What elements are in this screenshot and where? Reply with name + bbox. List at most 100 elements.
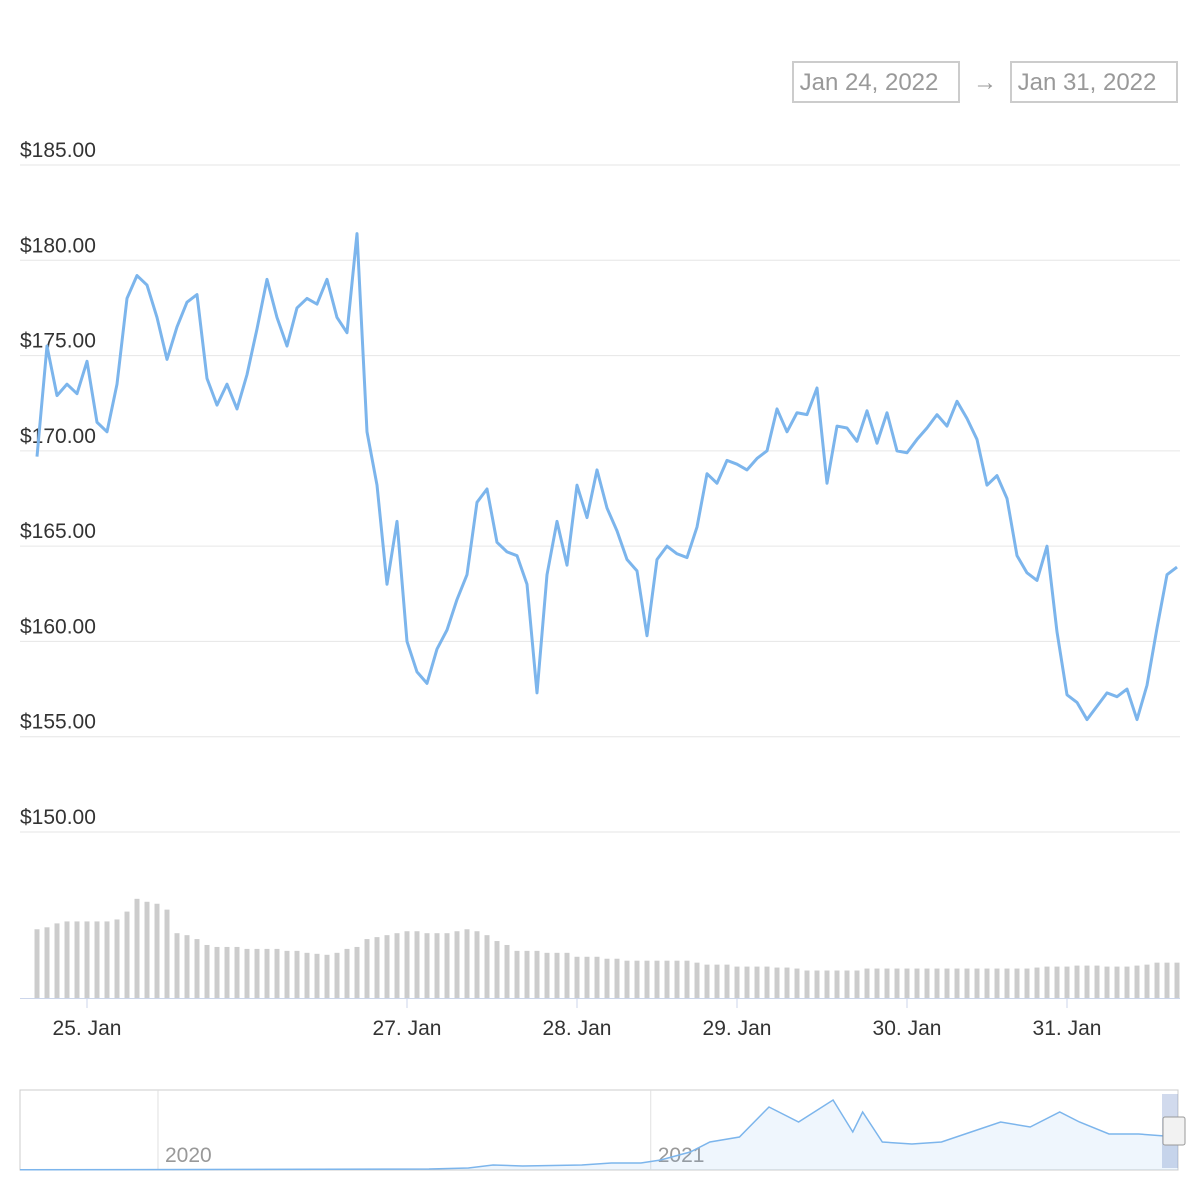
volume-bar <box>204 944 210 998</box>
volume-bar <box>714 964 720 998</box>
volume-bar <box>464 929 470 998</box>
volume-bar <box>234 946 240 998</box>
volume-bar <box>244 948 250 998</box>
volume-bar <box>304 952 310 998</box>
volume-bar <box>734 966 740 998</box>
volume-bar <box>1094 965 1100 998</box>
volume-bar <box>514 950 520 998</box>
volume-bar <box>494 941 500 998</box>
volume-bar <box>974 968 980 998</box>
volume-bar <box>834 970 840 998</box>
y-tick-label: $180.00 <box>20 234 96 257</box>
volume-bar <box>394 933 400 998</box>
volume-bar <box>214 946 220 998</box>
y-tick-label: $150.00 <box>20 806 96 829</box>
volume-bar <box>1174 962 1180 998</box>
volume-bar <box>1034 967 1040 998</box>
volume-bar <box>404 931 410 998</box>
volume-bar <box>644 960 650 998</box>
volume-bar <box>84 921 90 998</box>
volume-bar <box>864 968 870 998</box>
volume-bar <box>794 968 800 998</box>
date-arrow: → <box>973 69 997 96</box>
volume-bar <box>984 968 990 998</box>
volume-bar <box>554 952 560 998</box>
volume-bar <box>784 967 790 998</box>
navigator-area <box>20 1100 1178 1170</box>
volume-bar <box>664 960 670 998</box>
price-line <box>35 232 1178 722</box>
y-tick-label: $160.00 <box>20 615 96 638</box>
volume-bar <box>294 950 300 998</box>
volume-bar <box>914 968 920 998</box>
volume-bar <box>1054 966 1060 998</box>
volume-bar <box>1104 966 1110 998</box>
price-plot <box>35 232 1178 722</box>
volume-bar <box>154 903 160 998</box>
x-tick-label: 29. Jan <box>703 1017 772 1040</box>
volume-bar <box>604 958 610 998</box>
volume-bar <box>194 939 200 998</box>
volume-bar <box>594 956 600 998</box>
volume-bar <box>584 956 590 998</box>
y-tick-label: $175.00 <box>20 330 96 353</box>
volume-bar <box>274 948 280 998</box>
volume-bar <box>634 960 640 998</box>
navigator-line <box>19 1098 1179 1171</box>
volume-bar <box>384 935 390 998</box>
volume-bar <box>814 970 820 998</box>
volume-bar <box>164 909 170 998</box>
y-tick-label: $185.00 <box>20 139 96 162</box>
volume-bar <box>1064 966 1070 998</box>
volume-bar <box>774 967 780 998</box>
volume-bar <box>454 931 460 998</box>
navigator-tick-label: 2020 <box>165 1144 212 1167</box>
volume-bars <box>34 898 1180 998</box>
volume-bar <box>414 931 420 998</box>
volume-bar <box>574 956 580 998</box>
navigator-handle[interactable] <box>1162 1116 1186 1146</box>
volume-bar <box>764 966 770 998</box>
date-from: Jan 24, 2022 <box>800 69 939 96</box>
volume-bar <box>434 933 440 998</box>
volume-bar <box>1144 964 1150 998</box>
volume-bar <box>334 952 340 998</box>
volume-bar <box>934 968 940 998</box>
x-tick-label: 25. Jan <box>53 1017 122 1040</box>
grid: $150.00 $155.00 $160.00 $165.00 $170.00 $175.… <box>20 139 1180 1040</box>
volume-bar <box>704 964 710 998</box>
volume-bar <box>324 954 330 998</box>
volume-bar <box>804 970 810 998</box>
volume-bar <box>894 968 900 998</box>
volume-bar <box>424 933 430 998</box>
volume-bar <box>284 950 290 998</box>
volume-bar <box>904 968 910 998</box>
volume-bar <box>1004 968 1010 998</box>
volume-bar <box>564 952 570 998</box>
date-to-input[interactable] <box>1010 61 1178 103</box>
volume-bar <box>654 960 660 998</box>
volume-bar <box>44 927 50 998</box>
x-tick-label: 30. Jan <box>873 1017 942 1040</box>
volume-bar <box>1134 965 1140 998</box>
navigator: 2020 2021 <box>19 1089 1179 1171</box>
volume-bar <box>364 939 370 998</box>
volume-bar <box>1154 962 1160 998</box>
volume-bar <box>844 970 850 998</box>
volume-bar <box>744 966 750 998</box>
volume-bar <box>64 921 70 998</box>
volume-bar <box>134 898 140 998</box>
volume-bar <box>824 970 830 998</box>
volume-bar <box>724 964 730 998</box>
volume-bar <box>184 935 190 998</box>
volume-bar <box>374 937 380 998</box>
y-tick-label: $165.00 <box>20 520 96 543</box>
x-tick-label: 31. Jan <box>1033 1017 1102 1040</box>
volume-bar <box>684 960 690 998</box>
y-tick-label: $155.00 <box>20 711 96 734</box>
volume-bar <box>74 921 80 998</box>
volume-bar <box>1044 966 1050 998</box>
volume-bar <box>34 929 40 998</box>
x-tick-label: 27. Jan <box>373 1017 442 1040</box>
date-from-input[interactable] <box>792 61 960 103</box>
